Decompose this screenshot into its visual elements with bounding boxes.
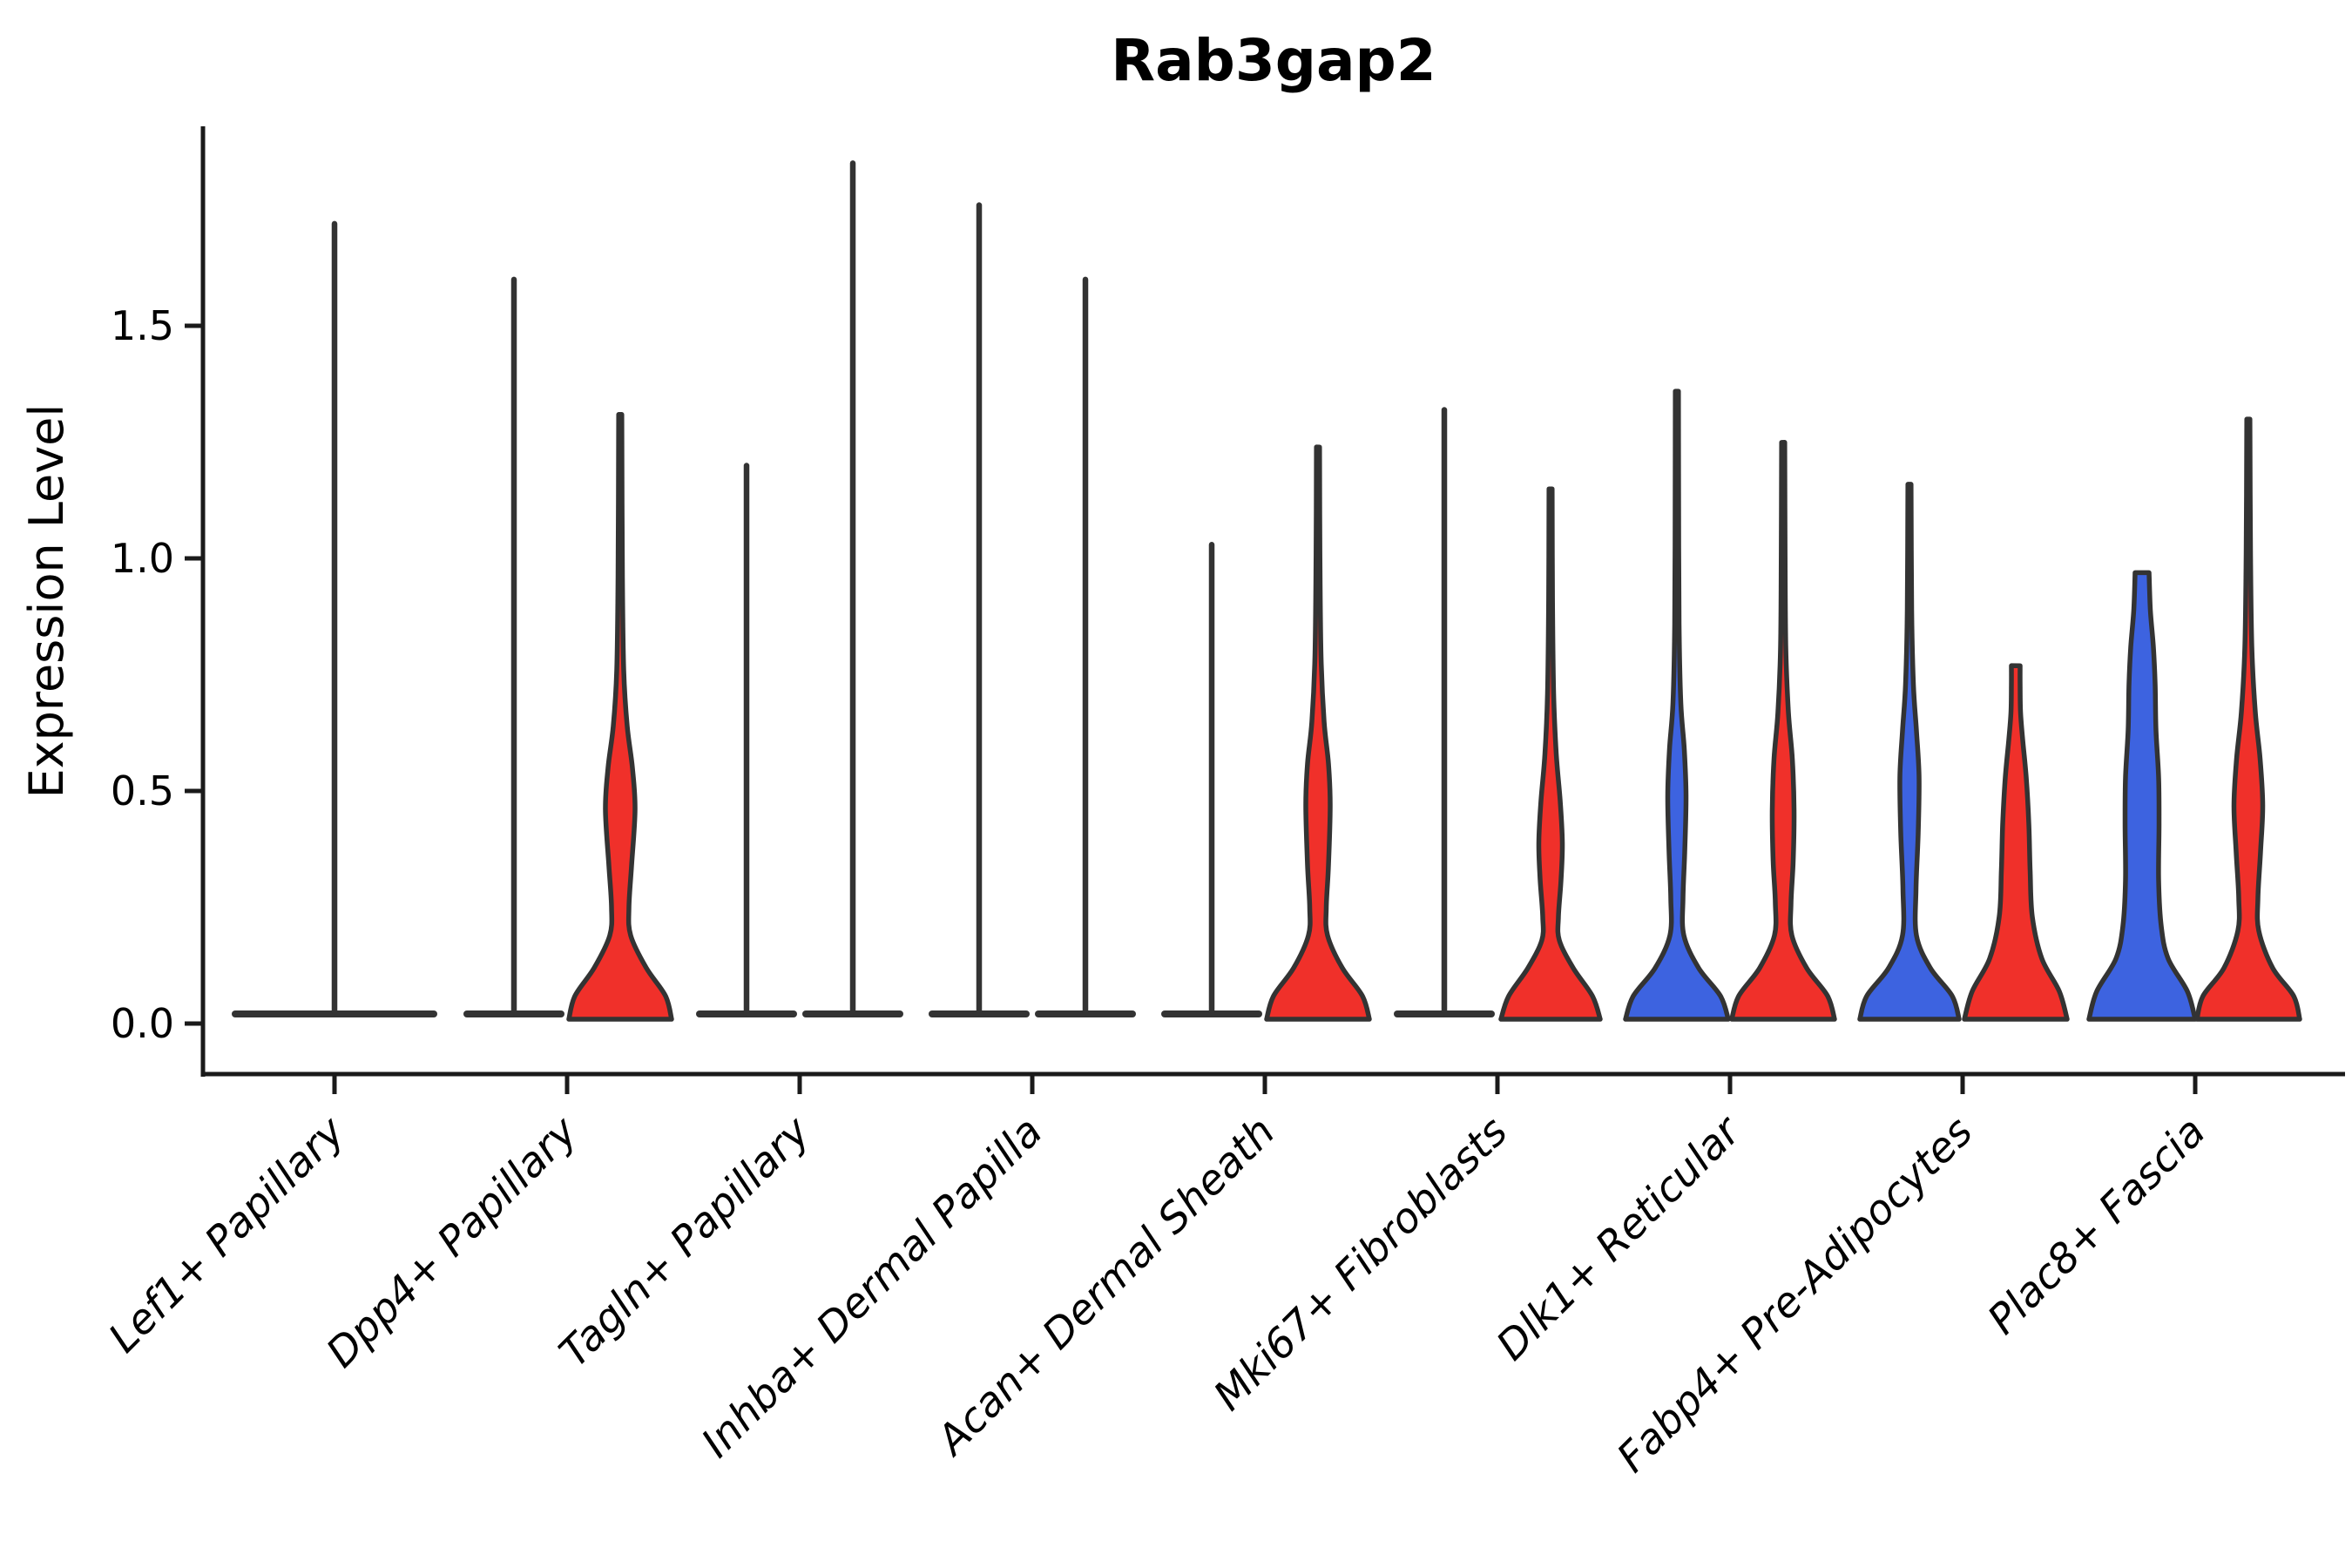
violin-body [2194,416,2302,1022]
violin-body [1498,486,1603,1022]
x-tick-label: Lef1+ Papillary [99,1107,355,1362]
violin-body [566,412,674,1022]
x-tick-label: Dpp4+ Papillary [317,1107,587,1377]
x-tick-label: Tagln+ Papillary [551,1107,821,1377]
y-tick-label: 1.5 [111,302,174,349]
violin-body [1857,482,1962,1022]
y-tick-label: 0.5 [111,767,174,814]
violin-body [1962,663,2070,1022]
violin-body [2086,570,2198,1022]
axes-layer [200,126,2345,1077]
violins-layer [232,160,2302,1022]
x-tick-label: Plac8+ Fascia [1978,1108,2214,1344]
chart-title: Rab3gap2 [1111,27,1436,94]
violin-body [1623,389,1731,1022]
y-ticks: 0.0 0.5 1.0 1.5 [111,302,203,1047]
x-tick-label: Dlk1+ Reticular [1488,1106,1752,1370]
y-axis-label: Expression Level [19,404,74,799]
violin-body [1729,440,1837,1022]
violin-body [1264,444,1372,1022]
y-tick-label: 1.0 [111,535,174,582]
y-tick-label: 0.0 [111,1000,174,1047]
